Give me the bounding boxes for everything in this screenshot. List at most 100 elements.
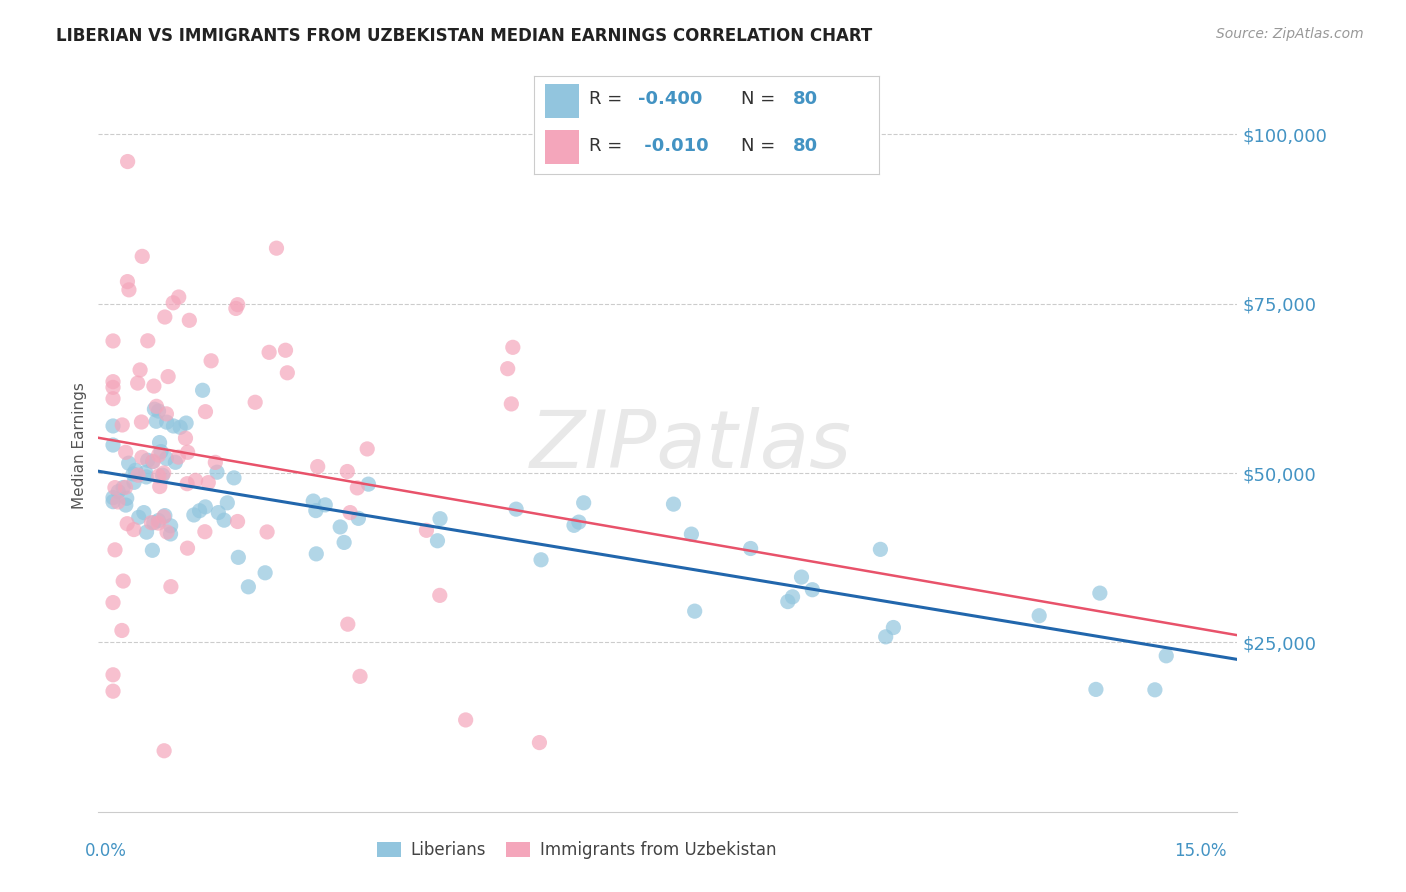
Text: R =: R = [589,137,628,155]
Point [501,397,523,411]
Point [349,669,371,683]
Point [101,438,124,452]
Point [167,450,190,464]
Point [257,345,280,359]
Point [336,617,359,632]
Point [149,444,172,458]
Point [191,384,214,398]
Point [200,353,222,368]
Point [162,295,184,310]
Point [114,498,136,512]
Point [194,500,217,514]
Legend: Liberians, Immigrants from Uzbekistan: Liberians, Immigrants from Uzbekistan [371,834,783,865]
Point [790,570,813,584]
Point [101,668,124,682]
Text: ZIPatlas: ZIPatlas [530,407,852,485]
Point [115,491,138,506]
Point [152,468,174,483]
Point [112,481,135,495]
Point [101,596,124,610]
Point [149,479,172,493]
Point [101,380,124,394]
Point [194,524,217,539]
Point [188,504,211,518]
Text: LIBERIAN VS IMMIGRANTS FROM UZBEKISTAN MEDIAN EARNINGS CORRELATION CHART: LIBERIAN VS IMMIGRANTS FROM UZBEKISTAN M… [56,27,873,45]
Point [111,624,134,638]
Point [176,541,198,556]
Point [339,506,361,520]
Point [136,334,159,348]
Point [127,376,149,390]
Point [347,511,370,525]
Point [131,415,153,429]
Point [157,369,180,384]
Point [142,516,165,530]
Point [305,503,328,517]
Point [305,547,328,561]
Point [167,290,190,304]
Point [174,416,197,430]
Point [276,366,298,380]
Point [135,470,157,484]
Text: N =: N = [741,90,780,108]
Point [118,456,141,470]
Bar [544,129,579,164]
Text: 0.0%: 0.0% [84,842,127,860]
Point [1143,682,1166,697]
Point [127,468,149,483]
Point [162,419,184,434]
Point [875,630,897,644]
Point [107,495,129,509]
Point [135,525,157,540]
Text: R =: R = [589,90,628,108]
Point [530,553,553,567]
Point [152,509,174,524]
Point [801,582,824,597]
Point [662,497,685,511]
Point [356,442,378,456]
Point [117,275,139,289]
Point [104,481,127,495]
Point [179,313,201,327]
Point [101,684,124,698]
Point [254,566,277,580]
Y-axis label: Median Earnings: Median Earnings [72,383,87,509]
Point [160,580,183,594]
Point [141,543,163,558]
Point [148,404,170,418]
Point [101,419,124,434]
Point [302,494,325,508]
Point [122,523,145,537]
Point [143,402,166,417]
Point [562,518,585,533]
Point [141,516,163,530]
Point [148,514,170,528]
Point [197,475,219,490]
Text: -0.400: -0.400 [638,90,702,108]
Point [357,477,380,491]
Point [222,471,245,485]
Point [153,508,176,523]
Point [122,467,145,481]
Point [415,524,437,538]
Point [1154,648,1177,663]
Point [148,448,170,462]
Point [148,469,170,483]
Point [782,590,804,604]
Point [153,310,176,324]
Point [104,542,127,557]
Point [256,524,278,539]
Point [502,340,524,354]
Point [145,414,167,428]
Point [274,343,297,358]
Point [148,435,170,450]
Point [529,735,551,749]
Point [128,510,150,524]
Point [174,431,197,445]
Point [101,491,124,505]
Point [426,533,449,548]
Point [205,465,228,479]
Point [107,484,129,499]
Point [454,713,477,727]
Point [145,400,167,414]
